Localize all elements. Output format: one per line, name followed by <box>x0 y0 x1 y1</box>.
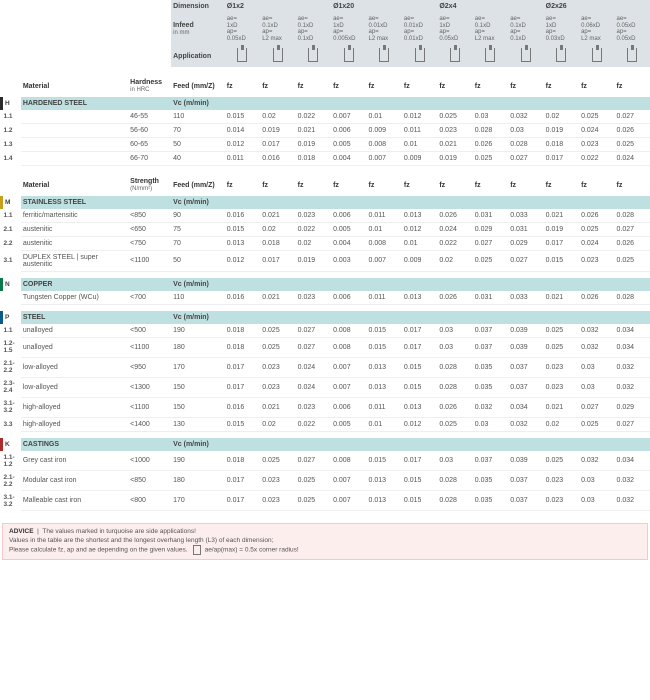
application-icon <box>237 48 247 62</box>
application-icon <box>485 48 495 62</box>
application-icon <box>344 48 354 62</box>
application-icon <box>592 48 602 62</box>
application-icon <box>450 48 460 62</box>
application-icon <box>521 48 531 62</box>
application-icon <box>379 48 389 62</box>
application-icon <box>556 48 566 62</box>
cutting-data-table: DimensionØ1x2Ø1x20Ø2x4Ø2x26Infeedin mmae… <box>0 0 650 517</box>
application-icon <box>415 48 425 62</box>
application-icon <box>273 48 283 62</box>
advice-note: ADVICE | The values marked in turquoise … <box>2 523 648 560</box>
application-icon <box>627 48 637 62</box>
application-icon <box>308 48 318 62</box>
